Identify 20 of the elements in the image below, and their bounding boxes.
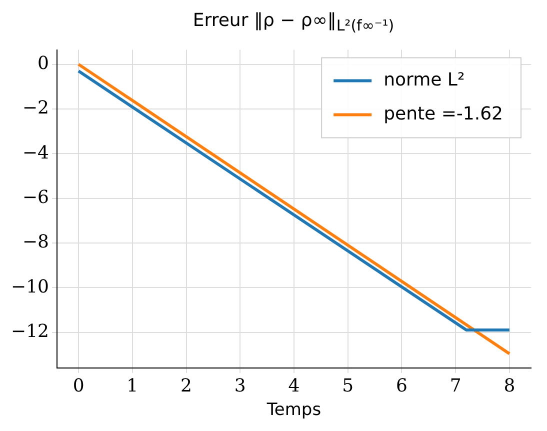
x-axis-title: Temps (266, 400, 322, 420)
x-tick-label: 7 (450, 375, 462, 396)
y-tick-label: 0 (38, 52, 49, 74)
y-tick-label: −12 (10, 320, 49, 342)
y-tick-label: −10 (10, 276, 49, 298)
x-tick-label: 1 (126, 375, 138, 396)
x-tick-label: 5 (342, 375, 354, 396)
legend-label: norme L² (384, 69, 465, 90)
y-tick-label: −6 (22, 186, 49, 208)
x-tick-label: 3 (234, 375, 246, 396)
x-tick-label: 2 (180, 375, 192, 396)
x-tick-label: 6 (396, 375, 408, 396)
legend-label: pente =-1.62 (384, 103, 504, 124)
y-tick-label: −8 (22, 232, 49, 253)
x-tick-label: 0 (72, 375, 84, 396)
y-tick-label: −4 (22, 142, 49, 164)
x-tick-label: 8 (504, 375, 516, 396)
chart-title: Erreur ‖ρ − ρ∞‖$_{L²(f∞⁻¹)}$ (192, 9, 396, 36)
x-tick-label: 4 (288, 375, 300, 396)
y-tick-label: −2 (22, 98, 49, 119)
